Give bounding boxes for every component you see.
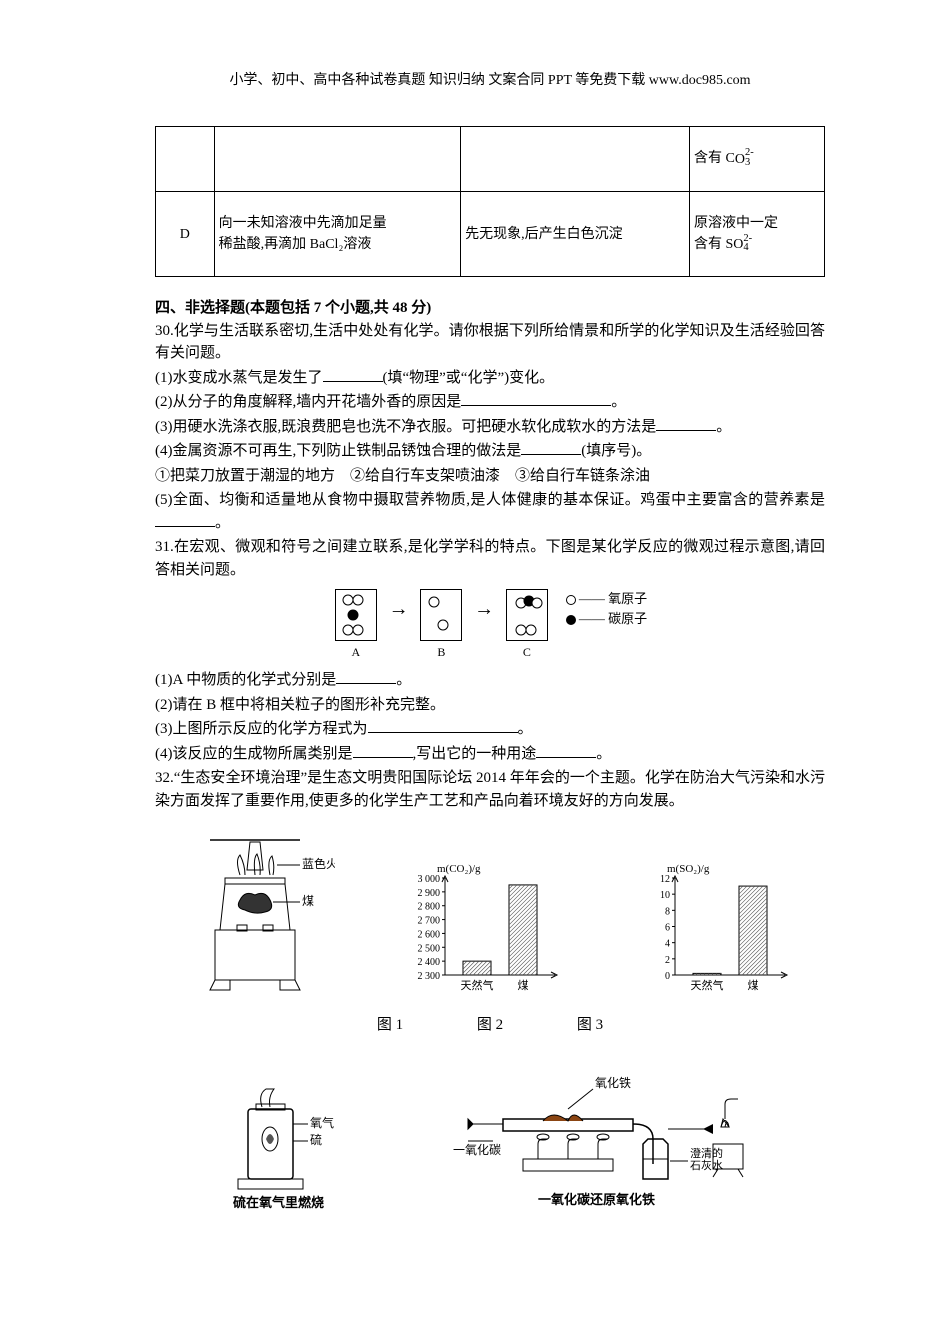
stove-diagram: 蓝色火焰 煤 [185,830,335,1000]
caption: 硫在氧气里燃烧 [233,1195,324,1210]
text: 含有 C [694,151,735,166]
bar-chart-co2: m(CO₂)/g3 000 2 900 2 800 2 700 2 600 2 500 2 … [395,860,565,1000]
question-30-stem: 30.化学与生活联系密切,生活中处处有化学。请你根据下列所给情景和所学的化学知识… [155,320,825,365]
arrow-icon: → [389,594,409,624]
question-31-stem: 31.在宏观、微观和符号之间建立联系,是化学学科的特点。下图是某化学反应的微观过… [155,536,825,581]
box-a [335,589,377,641]
fig-label-1: 图 1 [377,1014,403,1037]
svg-text:一氧化碳: 一氧化碳 [453,1143,501,1157]
ion-formula: O2-4 [733,234,743,255]
q30-part3: (3)用硬水洗涤衣服,既浪费肥皂也洗不净衣服。可把硬水软化成软水的方法是。 [155,416,825,439]
svg-text:澄清的: 澄清的 [690,1146,723,1160]
svg-text:m(CO₂)/g: m(CO₂)/g [437,863,481,875]
bottom-figures: 氧气 硫 硫在氧气里燃烧 一氧化碳 氧化铁 澄清的 石灰水 [155,1069,825,1219]
oxygen-atom-icon [566,595,576,605]
figure-2: m(CO₂)/g3 000 2 900 2 800 2 700 2 600 2 500 2 … [395,860,565,1000]
svg-text:煤: 煤 [518,979,529,992]
co-reduction-fig: 一氧化碳 氧化铁 澄清的 石灰水 一氧化碳还原氧化铁 [453,1069,773,1219]
text: 向一未知溶液中先滴加足量 [219,213,456,234]
q30-part4-opts: ①把菜刀放置于潮湿的地方 ②给自行车支架喷油漆 ③给自行车链条涂油 [155,465,825,488]
box-label: A [333,643,379,661]
carbon-atom-icon [566,615,576,625]
atom-legend: —— 氧原子 —— 碳原子 [566,589,648,628]
svg-text:8: 8 [665,906,670,917]
cell-empty [214,127,460,192]
box-b [420,589,462,641]
svg-text:石灰水: 石灰水 [690,1158,723,1172]
svg-text:4: 4 [665,939,670,950]
cell-label-d: D [156,192,215,277]
q30-part1: (1)水变成水蒸气是发生了(填“物理”或“化学”)变化。 [155,367,825,390]
svg-text:氧气: 氧气 [310,1115,334,1130]
q31-part3: (3)上图所示反应的化学方程式为。 [155,718,825,741]
ion-formula: O2-3 [735,149,745,170]
figure-labels: 图 1 图 2 图 3 [155,1014,825,1037]
cell-procedure: 向一未知溶液中先滴加足量 稀盐酸,再滴加 BaCl₂溶液 [214,192,460,277]
figure-3: m(SO₂)/g12 10 8 6 4 2 0 天然气 煤 [625,860,795,1000]
svg-text:6: 6 [665,923,670,934]
bar-chart-so2: m(SO₂)/g12 10 8 6 4 2 0 天然气 煤 [625,860,795,1000]
fig-label-2: 图 2 [477,1014,503,1037]
cell-empty [156,127,215,192]
coal-label: 煤 [302,894,314,908]
svg-text:天然气: 天然气 [691,978,724,992]
q31-part4: (4)该反应的生成物所属类别是,写出它的一种用途。 [155,743,825,766]
cell-empty [461,127,690,192]
caption: 一氧化碳还原氧化铁 [538,1192,655,1207]
svg-text:2 500: 2 500 [418,943,441,954]
box-c [506,589,548,641]
experiment-table: 含有 CO2-3 D 向一未知溶液中先滴加足量 稀盐酸,再滴加 BaCl₂溶液 … [155,126,825,277]
flame-label: 蓝色火焰 [302,856,335,871]
svg-text:氧化铁: 氧化铁 [595,1076,631,1090]
q31-part1: (1)A 中物质的化学式分别是。 [155,669,825,692]
svg-text:2: 2 [665,955,670,966]
svg-text:煤: 煤 [748,979,759,992]
svg-text:天然气: 天然气 [461,978,494,992]
svg-text:2 900: 2 900 [418,888,441,899]
figure-1: 蓝色火焰 煤 [185,830,335,1000]
page-header: 小学、初中、高中各种试卷真题 知识归纳 文案合同 PPT 等免费下载 www.d… [155,70,825,91]
sulfur-combustion-fig: 氧气 硫 硫在氧气里燃烧 [208,1079,348,1219]
svg-text:10: 10 [660,890,670,901]
svg-text:12: 12 [660,874,670,885]
fig-label-3: 图 3 [577,1014,603,1037]
svg-text:2 300: 2 300 [418,971,441,982]
section-title: 四、非选择题(本题包括 7 个小题,共 48 分) [155,297,825,320]
reaction-diagram: A → B → C [155,589,825,661]
q30-part2: (2)从分子的角度解释,墙内开花墙外香的原因是。 [155,391,825,414]
q30-part4: (4)金属资源不可再生,下列防止铁制品锈蚀合理的做法是(填序号)。 [155,440,825,463]
arrow-icon: → [474,594,494,624]
q30-part5: (5)全面、均衡和适量地从食物中摄取营养物质,是人体健康的基本保证。鸡蛋中主要富… [155,489,825,534]
svg-text:0: 0 [665,971,670,982]
box-label: B [418,643,464,661]
cell-ion-co3: 含有 CO2-3 [690,127,825,192]
table-row: D 向一未知溶液中先滴加足量 稀盐酸,再滴加 BaCl₂溶液 先无现象,后产生白… [156,192,825,277]
text: 含有 SO2-4 [694,234,820,255]
question-32-stem: 32.“生态安全环境治理”是生态文明贵阳国际论坛 2014 年年会的一个主题。化… [155,767,825,812]
box-label: C [504,643,550,661]
svg-text:2 800: 2 800 [418,902,441,913]
svg-text:2 400: 2 400 [418,957,441,968]
svg-text:m(SO₂)/g: m(SO₂)/g [667,863,710,875]
svg-text:3 000: 3 000 [418,874,441,885]
q31-part2: (2)请在 B 框中将相关粒子的图形补充完整。 [155,694,825,717]
cell-ion-so4: 原溶液中一定 含有 SO2-4 [690,192,825,277]
text: 稀盐酸,再滴加 BaCl₂溶液 [219,234,456,255]
svg-text:2 700: 2 700 [418,916,441,927]
table-row: 含有 CO2-3 [156,127,825,192]
svg-text:硫: 硫 [310,1132,322,1147]
svg-text:2 600: 2 600 [418,929,441,940]
text: 原溶液中一定 [694,213,820,234]
cell-observation: 先无现象,后产生白色沉淀 [461,192,690,277]
figures-row: 蓝色火焰 煤 m(CO₂)/g3 000 2 900 2 800 2 700 2 600… [155,830,825,1000]
